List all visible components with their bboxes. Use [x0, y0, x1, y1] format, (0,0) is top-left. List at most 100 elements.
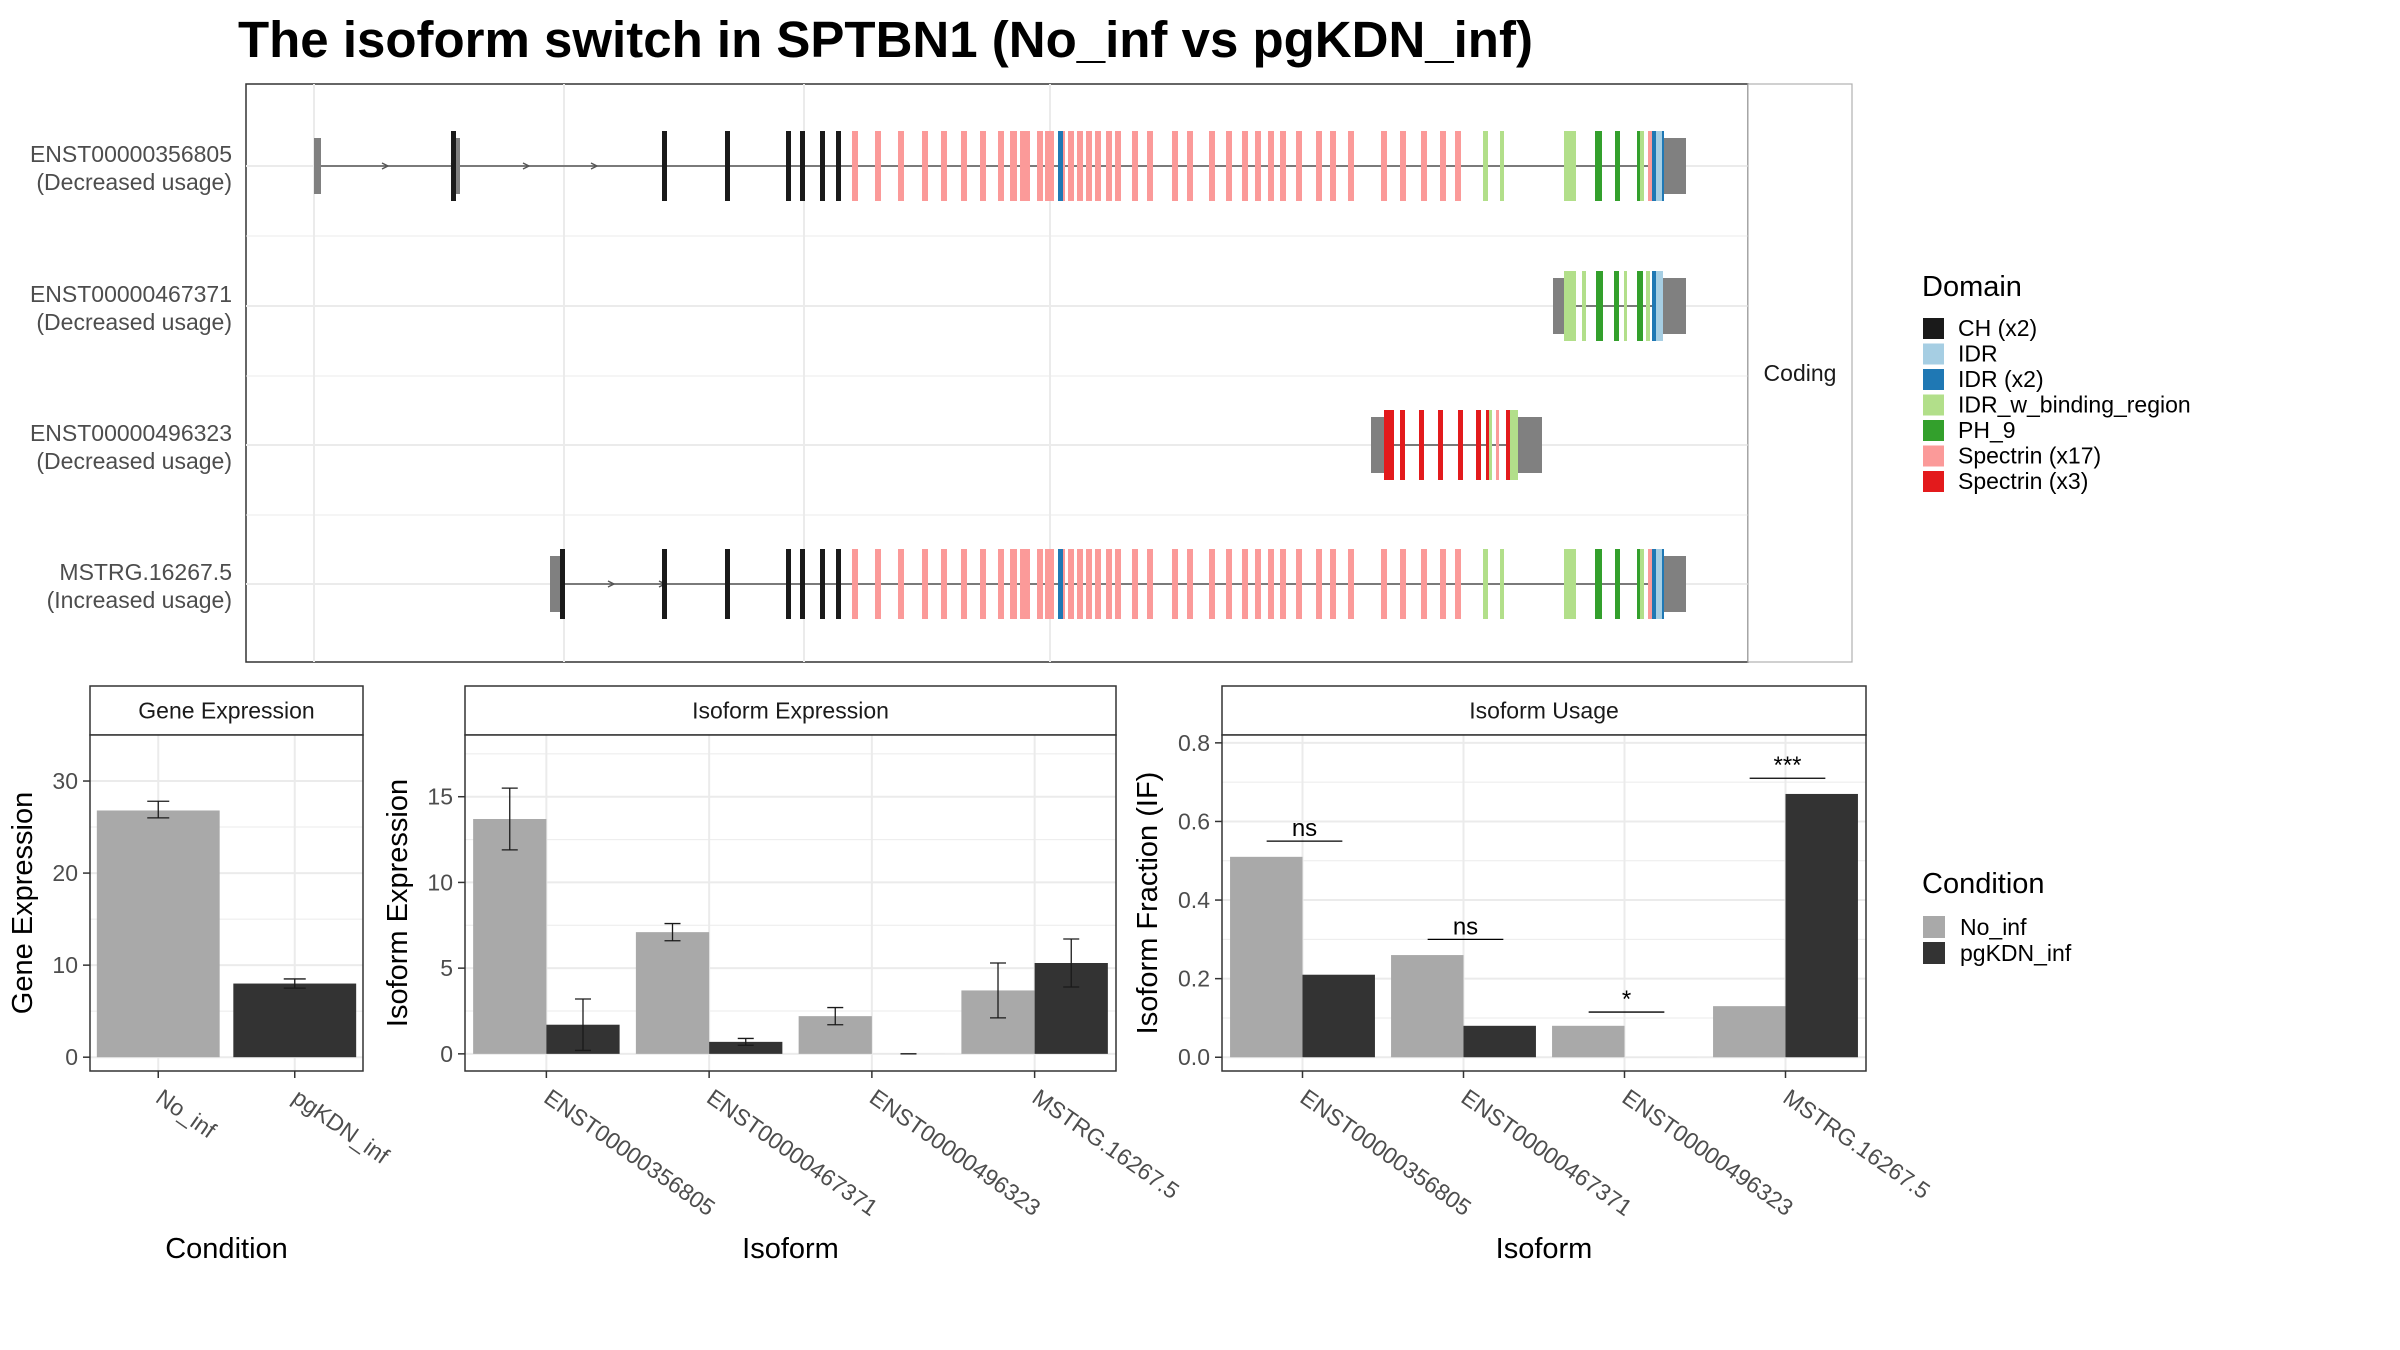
domain-legend-label: PH_9	[1958, 417, 2016, 443]
condition-legend-swatch	[1923, 916, 1945, 938]
coding-exon	[1381, 549, 1387, 619]
coding-exon	[898, 549, 904, 619]
coding-exon	[941, 549, 947, 619]
coding-exon	[1615, 549, 1620, 619]
coding-exon	[1500, 549, 1504, 619]
coding-exon	[1024, 131, 1030, 201]
coding-exon	[1187, 131, 1193, 201]
bar	[709, 1041, 783, 1054]
domain-legend-label: IDR_w_binding_region	[1958, 392, 2191, 418]
y-tick-label: 0.8	[1178, 730, 1210, 756]
coding-exon	[1296, 131, 1302, 201]
coding-exon	[1187, 549, 1193, 619]
coding-exon	[836, 549, 841, 619]
coding-exon	[1010, 549, 1014, 619]
intron-direction-arrow	[381, 162, 390, 170]
domain-legend-swatch	[1923, 420, 1944, 441]
coding-exon	[1058, 549, 1063, 619]
coding-exon	[1564, 549, 1576, 619]
coding-exon	[1172, 549, 1178, 619]
coding-exon	[1486, 410, 1491, 480]
coding-exon	[1438, 410, 1443, 480]
domain-legend-label: IDR (x2)	[1958, 366, 2044, 392]
y-axis-title: Isoform Fraction (IF)	[1132, 772, 1164, 1035]
coding-exon	[1115, 131, 1121, 201]
coding-exon	[1268, 549, 1274, 619]
coding-exon	[922, 549, 928, 619]
isoform-expression-chart: Isoform Expression051015ENST00000356805E…	[382, 685, 1184, 1265]
coding-exon	[1077, 549, 1083, 619]
coding-exon	[875, 549, 881, 619]
coding-exon	[1209, 549, 1215, 619]
coding-exon	[998, 549, 1004, 619]
chart-plot-border	[464, 734, 1117, 1072]
x-axis-title: Condition	[165, 1233, 288, 1265]
coding-exon	[1458, 410, 1463, 480]
coding-exon	[1656, 271, 1663, 341]
coding-exon	[1037, 131, 1043, 201]
bar	[1302, 974, 1375, 1058]
coding-exon	[1226, 131, 1232, 201]
coding-exon	[1077, 131, 1083, 201]
structure-panel-border	[245, 83, 1749, 663]
domain-legend-swatch	[1923, 445, 1944, 467]
coding-exon	[800, 131, 805, 201]
coding-exon	[1506, 410, 1510, 480]
coding-exon	[1058, 131, 1063, 201]
coding-exon	[1095, 549, 1101, 619]
y-tick-label: 30	[52, 768, 78, 794]
coding-exon	[1147, 549, 1153, 619]
significance-label: ***	[1773, 752, 1801, 779]
coding-exon	[1564, 131, 1576, 201]
coding-exon	[875, 131, 881, 201]
coding-exon	[1010, 131, 1014, 201]
coding-exon	[1615, 131, 1620, 201]
bar	[1391, 955, 1464, 1058]
chart-strip	[464, 685, 1117, 736]
x-tick-label: pgKDN_inf	[288, 1084, 395, 1169]
x-tick-label: ENST00000356805	[540, 1084, 720, 1221]
condition-legend-label: No_inf	[1960, 914, 2027, 940]
coding-exon	[1132, 131, 1136, 201]
coding-exon	[662, 131, 667, 201]
significance-label: ns	[1292, 815, 1317, 842]
coding-exon	[1280, 131, 1286, 201]
facet-label: Coding	[1764, 360, 1837, 386]
isoform-labels: ENST00000356805(Decreased usage)ENST0000…	[30, 141, 232, 613]
y-tick-label: 0.2	[1178, 966, 1210, 992]
domain-legend-title: Domain	[1922, 271, 2022, 303]
coding-exon	[1242, 131, 1248, 201]
figure-title: The isoform switch in SPTBN1 (No_inf vs …	[238, 11, 1533, 68]
domain-legend-label: IDR	[1958, 341, 1998, 367]
bar	[1230, 856, 1303, 1058]
x-tick-label: MSTRG.16267.5	[1028, 1084, 1184, 1204]
domain-legend-label: CH (x2)	[1958, 315, 2037, 341]
coding-exon	[1483, 549, 1488, 619]
bar	[233, 983, 357, 1058]
coding-exon	[1242, 549, 1248, 619]
y-tick-label: 0	[65, 1044, 78, 1070]
coding-exon	[1595, 549, 1602, 619]
isoform-id-label: ENST00000356805	[30, 141, 232, 167]
chart-strip-title: Isoform Usage	[1469, 698, 1619, 724]
coding-exon	[961, 549, 967, 619]
chart-strip	[1221, 685, 1867, 736]
coding-exon	[922, 131, 928, 201]
chart-strip	[89, 685, 364, 736]
coding-exon	[1384, 410, 1394, 480]
x-axis-title: Isoform	[1496, 1233, 1593, 1265]
coding-exon	[1489, 410, 1492, 480]
coding-exon	[1037, 549, 1043, 619]
utr-exon	[1518, 417, 1542, 473]
coding-exon	[1500, 131, 1504, 201]
coding-exon	[1086, 131, 1092, 201]
coding-exon	[1209, 131, 1215, 201]
isoform-usage-label: (Decreased usage)	[36, 309, 232, 335]
coding-exon	[1348, 549, 1354, 619]
coding-exon	[1381, 131, 1387, 201]
y-axis-title: Gene Expression	[7, 792, 39, 1014]
coding-exon	[1255, 131, 1261, 201]
